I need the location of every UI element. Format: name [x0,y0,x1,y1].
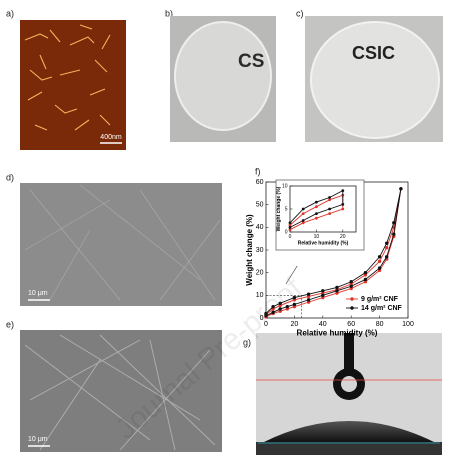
logo-text: CSIC [352,43,395,63]
photo: CSIC [305,16,443,142]
data-point [315,205,318,209]
y-tick-label: 40 [256,224,264,231]
data-point [377,266,382,270]
data-point [288,228,292,232]
x-tick-label: 0 [289,234,292,240]
x-tick-label: 100 [402,321,414,328]
data-point [285,304,289,309]
y-tick-label: 60 [256,179,264,186]
y-tick-label: 50 [256,202,264,209]
data-point [328,196,331,199]
data-point [328,198,331,202]
x-axis-label: Relative humidity (%) [298,240,349,246]
data-point [399,187,403,191]
data-point [335,289,339,293]
legend-marker [350,297,354,301]
data-point [271,304,275,309]
zoom-box [265,295,302,319]
data-point [278,301,282,305]
panel-label: e) [6,319,14,329]
afm-image: 400nm [20,20,126,150]
data-point [349,280,353,284]
panel-label: a) [6,8,14,18]
logo-text: CS [238,51,264,72]
data-point [288,223,292,227]
y-axis-label: Weight change (%) [245,214,254,286]
panel-label: d) [6,172,14,182]
y-tick-label: 10 [282,183,288,189]
data-point [377,259,382,264]
panel-label: g) [243,337,251,347]
data-point [315,216,318,220]
contact-angle-image [256,333,442,455]
photo: CS [170,16,276,142]
legend-marker [350,306,354,310]
data-point [341,203,345,206]
x-tick-label: 20 [291,321,299,328]
x-tick-label: 60 [347,321,355,328]
data-point [321,289,325,293]
y-tick-label: 30 [256,247,264,254]
data-point [315,212,318,216]
data-point [306,298,311,302]
data-point [392,221,396,225]
x-tick-label: 0 [264,321,268,328]
data-point [278,307,282,311]
data-point [328,207,331,211]
y-tick-label: 5 [285,206,288,212]
data-point [385,246,389,250]
zoom-arrow [285,265,298,285]
y-tick-label: 10 [256,292,264,299]
data-point [301,207,305,211]
data-point [292,295,297,300]
inset-background [275,179,365,251]
x-tick-label: 10 [314,234,320,240]
data-point [292,302,297,307]
panel-label: c) [296,8,304,18]
x-axis-label: Relative humidity (%) [297,329,378,338]
y-tick-label: 0 [260,315,264,322]
data-point [271,310,275,315]
data-point [301,212,305,216]
y-axis-label: Weight change (%) [276,186,282,231]
panel-label: b) [165,8,173,18]
data-point [315,200,318,204]
data-point [335,285,339,290]
x-tick-label: 20 [340,234,346,240]
data-point [363,277,368,282]
y-tick-label: 0 [285,229,288,235]
x-tick-label: 40 [319,321,327,328]
data-point [392,232,396,236]
data-point [341,207,345,211]
data-point [306,292,311,296]
scale-label: 10 μm [28,436,48,443]
data-line [265,188,402,317]
panel-label: f) [255,166,261,176]
data-point [341,189,345,193]
legend-label: 14 g/m² CNF [361,305,403,312]
data-point [301,219,305,222]
data-point [349,284,353,288]
data-point [288,226,292,229]
scale-label: 400nm [100,134,122,141]
sem-image: 10 μm [20,330,222,452]
data-point [363,270,368,275]
y-tick-label: 20 [256,270,264,277]
data-point [328,212,331,216]
sem-image: 10 μm [20,183,222,306]
legend-label: 9 g/m² CNF [361,296,399,303]
data-point [301,221,305,225]
data-point [385,255,389,259]
data-point [288,221,292,225]
data-line [289,189,344,228]
data-point [385,241,389,245]
data-point [377,255,382,259]
scale-label: 10 μm [28,290,48,297]
x-tick-label: 80 [376,321,384,328]
data-point [321,293,325,298]
